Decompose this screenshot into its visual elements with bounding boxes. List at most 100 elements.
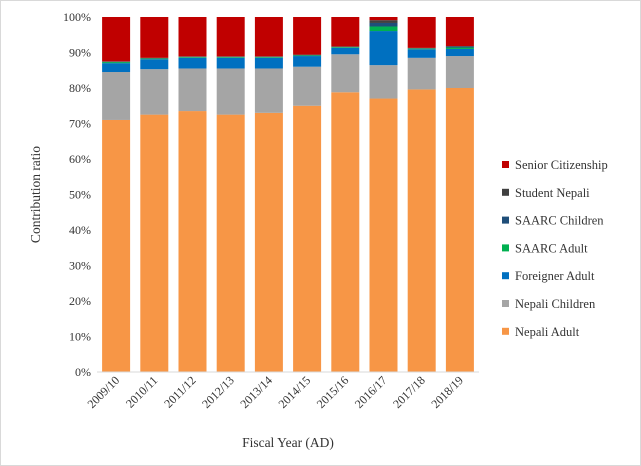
legend-swatch: [502, 216, 509, 224]
legend-swatch: [502, 188, 509, 196]
y-axis-title: Contribution ratio: [28, 146, 43, 243]
y-tick-label: 20%: [69, 294, 91, 308]
bar-segment: [407, 49, 436, 58]
legend-label: Foreigner Adult: [515, 269, 595, 283]
x-tick-label: 2016/17: [352, 373, 390, 411]
y-tick-label: 80%: [69, 81, 91, 95]
bar-segment: [445, 56, 474, 88]
y-tick-label: 90%: [69, 46, 91, 60]
legend-item: Senior Citizenship: [502, 158, 608, 172]
bar-segment: [216, 114, 245, 373]
x-tick-label: 2014/15: [276, 373, 314, 411]
legend-swatch: [502, 161, 509, 168]
bar-segment: [445, 48, 474, 57]
legend-item: SAARC Adult: [502, 241, 588, 255]
legend-item: Student Nepali: [502, 186, 590, 200]
y-tick-label: 30%: [69, 259, 91, 273]
bar-segment: [216, 17, 245, 57]
bar-segment: [445, 46, 474, 48]
bar-segment: [331, 54, 360, 93]
bar-segment: [369, 98, 398, 372]
legend-item: SAARC Children: [502, 214, 604, 228]
bar-segment: [331, 17, 360, 47]
y-tick-label: 50%: [69, 188, 91, 202]
bar-segment: [254, 57, 283, 69]
legend-label: Student Nepali: [515, 186, 590, 200]
y-tick-label: 40%: [69, 223, 91, 237]
y-tick-label: 100%: [63, 10, 91, 24]
legend-swatch: [502, 272, 509, 280]
bar-segment: [369, 17, 398, 21]
bar-segment: [178, 17, 207, 57]
legend-label: Nepali Children: [515, 297, 596, 311]
bar-segment: [178, 111, 207, 372]
x-tick-label: 2011/12: [161, 373, 198, 410]
x-tick-label: 2012/13: [199, 373, 237, 411]
y-tick-label: 0%: [75, 365, 91, 379]
bar-segment: [102, 63, 131, 73]
legend-swatch: [502, 327, 509, 335]
bar-segment: [102, 62, 131, 64]
bar-segment: [216, 57, 245, 58]
bar-segment: [331, 47, 360, 48]
y-tick-label: 70%: [69, 117, 91, 131]
y-tick-labels: 0% 10% 20% 30% 40% 50% 60% 70% 80% 90% 100%: [63, 10, 91, 379]
bar-segment: [140, 59, 169, 70]
legend-label: SAARC Children: [515, 214, 604, 228]
bar-segment: [140, 58, 169, 60]
x-tick-label: 2015/16: [314, 373, 352, 411]
legend-swatch: [502, 244, 509, 252]
x-tick-labels: 2009/10 2010/11 2011/12 2012/13 2013/14 2014/…: [85, 373, 467, 411]
bar-segment: [254, 57, 283, 58]
bar-segment: [254, 17, 283, 57]
bar-segment: [369, 20, 398, 23]
legend-label: Nepali Adult: [515, 325, 580, 339]
bar-segment: [445, 47, 474, 49]
bar-segment: [178, 57, 207, 58]
bar-segment: [216, 57, 245, 69]
bar-segment: [293, 55, 322, 57]
legend-swatch: [502, 300, 509, 307]
bar-segment: [140, 69, 169, 115]
y-tick-label: 60%: [69, 152, 91, 166]
bar-segment: [407, 89, 436, 373]
bar-segment: [445, 17, 474, 47]
legend-label: SAARC Adult: [515, 241, 588, 255]
bar-segment: [140, 114, 169, 373]
bar-segment: [369, 31, 398, 66]
bar-segment: [407, 17, 436, 48]
bar-segment: [293, 105, 322, 372]
x-tick-label: 2013/14: [237, 373, 275, 411]
bar-segment: [293, 66, 322, 106]
bar-segment: [369, 65, 398, 99]
bar-segment: [254, 68, 283, 113]
bar-segment: [102, 17, 131, 62]
bar-segment: [293, 17, 322, 55]
bar-segment: [254, 112, 283, 372]
bar-segment: [102, 72, 131, 120]
legend-item: Foreigner Adult: [502, 269, 595, 283]
legend-item: Nepali Children: [502, 297, 596, 311]
bar-segment: [331, 92, 360, 372]
bar-segment: [407, 57, 436, 90]
bar-segment: [369, 26, 398, 32]
bar-segment: [178, 57, 207, 69]
x-tick-label: 2010/11: [123, 373, 160, 410]
bar-segment: [445, 88, 474, 372]
legend-label: Senior Citizenship: [515, 158, 608, 172]
x-tick-label: 2017/18: [390, 373, 428, 411]
bar-segment: [178, 68, 207, 112]
bar-segment: [102, 119, 131, 372]
legend-item: Nepali Adult: [502, 325, 580, 339]
bars-group: [102, 17, 474, 373]
x-axis-title: Fiscal Year (AD): [242, 435, 334, 450]
bar-segment: [331, 47, 360, 55]
x-tick-label: 2018/19: [428, 373, 466, 411]
bar-segment: [140, 17, 169, 58]
legend: Senior Citizenship Student Nepali SAARC Ch…: [502, 158, 608, 339]
bar-segment: [293, 56, 322, 67]
bar-segment: [216, 68, 245, 115]
y-tick-label: 10%: [69, 330, 91, 344]
